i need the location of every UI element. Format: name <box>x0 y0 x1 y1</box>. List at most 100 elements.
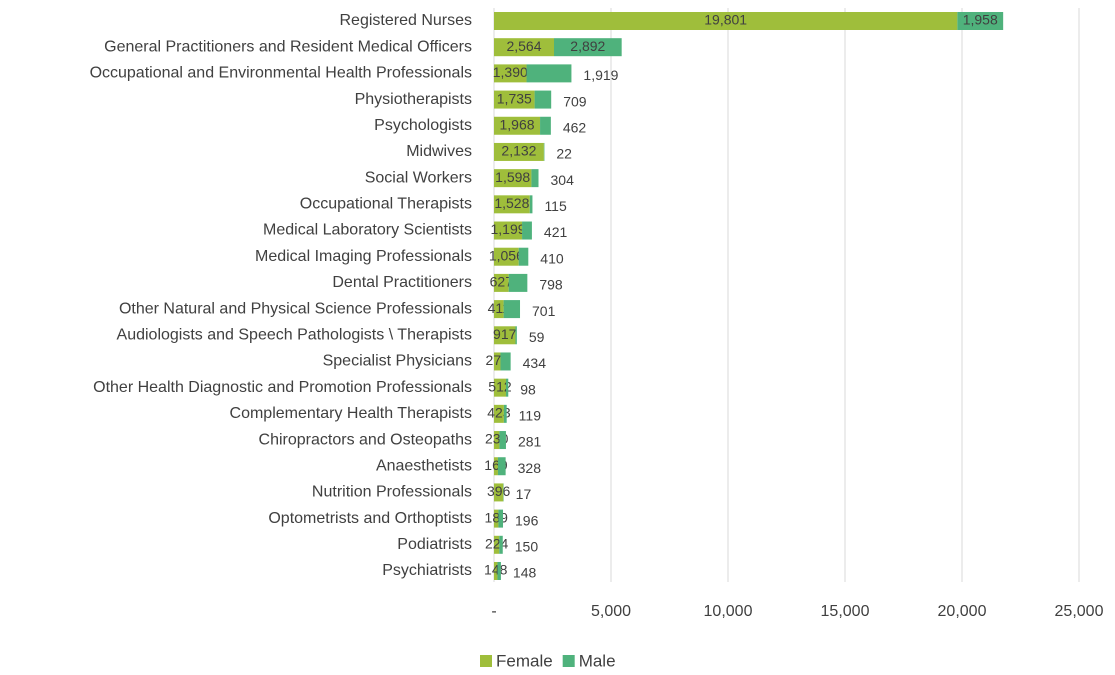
category-label: Complementary Health Therapists <box>230 405 472 422</box>
bar-segment <box>494 142 544 161</box>
data-label: 512 <box>488 378 512 394</box>
data-label: 709 <box>563 93 587 109</box>
category-label: Occupational Therapists <box>300 196 472 213</box>
legend-swatch <box>480 655 492 667</box>
bar-segment <box>494 404 504 423</box>
bar-segment <box>494 535 500 554</box>
bar-segment <box>494 352 501 371</box>
data-label: 396 <box>487 483 511 499</box>
bar-segment <box>505 378 509 397</box>
data-label: 196 <box>515 512 539 528</box>
data-label: 115 <box>544 198 567 214</box>
legend-swatch <box>562 655 575 667</box>
data-label: 798 <box>539 277 563 293</box>
data-label: 1,598 <box>495 169 530 185</box>
data-label: 119 <box>519 408 542 424</box>
bar-segment <box>497 457 506 476</box>
bar-segment <box>531 169 539 188</box>
bar-segment <box>518 247 529 266</box>
bar-segment <box>494 195 530 214</box>
x-tick-label: 5,000 <box>591 603 631 620</box>
category-label: Dental Practitioners <box>332 274 472 291</box>
bar-segment <box>515 326 517 345</box>
bar-segment <box>494 247 519 266</box>
category-label: General Practitioners and Resident Medic… <box>104 38 472 55</box>
category-label: Other Health Diagnostic and Promotion Pr… <box>93 379 472 396</box>
legend-label: Male <box>579 651 616 670</box>
category-label: Social Workers <box>365 169 472 186</box>
bar-segment <box>540 116 551 135</box>
x-tick-label: 15,000 <box>821 603 870 620</box>
bar-segment <box>494 221 523 240</box>
category-label: Psychologists <box>374 117 472 134</box>
category-label: Anaesthetists <box>376 457 472 474</box>
data-label: 22 <box>556 146 572 162</box>
data-label: 421 <box>544 224 568 240</box>
category-label: Midwives <box>406 143 472 160</box>
bar-segment <box>494 90 535 109</box>
data-label: 150 <box>515 539 539 555</box>
bar-segment <box>522 221 532 240</box>
category-label: Physiotherapists <box>355 91 472 108</box>
data-label: 423 <box>487 405 511 421</box>
bar-segment <box>499 431 506 450</box>
data-label: 1,528 <box>494 195 529 211</box>
data-label: 328 <box>518 460 542 476</box>
bar-segment <box>494 326 516 345</box>
data-label: 59 <box>529 329 545 345</box>
category-label: Medical Laboratory Scientists <box>263 222 472 239</box>
bar-segment <box>534 90 552 109</box>
bar-segment <box>500 352 511 371</box>
data-label: 19,801 <box>704 12 747 28</box>
bar-segment <box>957 12 1004 30</box>
data-label: 148 <box>513 565 537 581</box>
bar-segment <box>494 561 498 580</box>
bar-segment <box>494 38 554 57</box>
category-label: Podiatrists <box>397 536 472 553</box>
category-label: Audiologists and Speech Pathologists \ T… <box>117 326 472 343</box>
x-tick-label: - <box>491 603 496 620</box>
bar-segment <box>494 116 541 135</box>
bar-segment <box>543 142 545 161</box>
category-label: Registered Nurses <box>340 12 473 29</box>
data-label: 1,968 <box>500 116 535 132</box>
data-label: 189 <box>485 509 509 525</box>
data-label: 17 <box>516 486 532 502</box>
category-label: Nutrition Professionals <box>312 484 472 501</box>
bar-segment <box>494 64 527 83</box>
bar-segment <box>494 273 509 292</box>
bar-segment <box>526 64 572 83</box>
category-label: Optometrists and Orthoptists <box>268 510 472 527</box>
data-label: 1,735 <box>497 90 532 106</box>
bar-segment <box>497 561 501 580</box>
bar-segment <box>508 273 528 292</box>
x-tick-label: 10,000 <box>704 603 753 620</box>
bar-segment <box>494 169 532 188</box>
data-label: 917 <box>493 326 517 342</box>
bar-segment <box>503 300 521 319</box>
data-label: 98 <box>520 381 536 397</box>
x-tick-label: 25,000 <box>1055 603 1104 620</box>
data-label: 1,390 <box>493 64 528 80</box>
data-label: 410 <box>540 250 564 266</box>
data-label: 1,958 <box>963 12 998 28</box>
data-label: 1,919 <box>583 67 618 83</box>
data-label: 2,564 <box>506 38 541 54</box>
x-tick-label: 20,000 <box>938 603 987 620</box>
category-label: Occupational and Environmental Health Pr… <box>90 65 472 82</box>
category-label: Medical Imaging Professionals <box>255 248 472 265</box>
data-label: 148 <box>484 562 508 578</box>
category-label: Psychiatrists <box>382 562 472 579</box>
legend-label: Female <box>496 651 553 670</box>
category-label: Specialist Physicians <box>323 353 472 370</box>
bar-segment <box>494 378 506 397</box>
data-label: 2,132 <box>501 143 536 159</box>
bar-segment <box>503 404 507 423</box>
bar-segment <box>494 12 958 30</box>
data-label: 434 <box>523 355 547 371</box>
bar-segment <box>494 431 500 450</box>
data-label: 224 <box>485 536 509 552</box>
data-label: 1,199 <box>491 221 526 237</box>
data-label: 304 <box>551 172 575 188</box>
